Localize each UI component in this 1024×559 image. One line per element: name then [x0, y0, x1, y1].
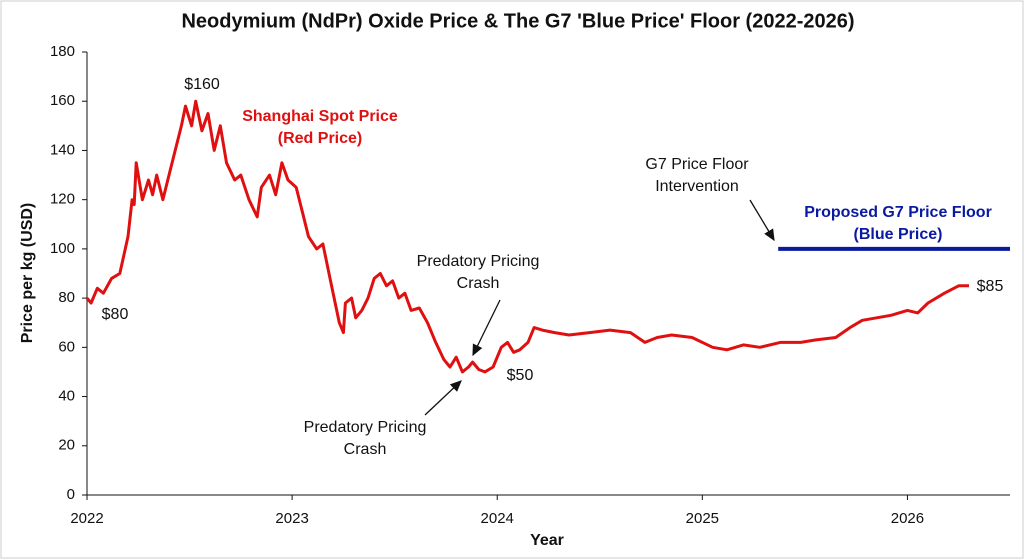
y-tick-label: 180	[50, 43, 75, 60]
annotation: (Red Price)	[278, 130, 362, 147]
arrow	[472, 299, 501, 357]
annotation: Intervention	[655, 178, 739, 195]
annotation: $160	[184, 76, 220, 93]
y-tick-label: 40	[58, 388, 75, 405]
annotation: Crash	[344, 441, 387, 458]
y-tick-label: 140	[50, 141, 75, 158]
annotation: $80	[102, 306, 129, 323]
annotation: (Blue Price)	[854, 226, 943, 243]
annotation: $50	[507, 367, 534, 384]
y-tick-label: 80	[58, 289, 75, 306]
y-tick-label: 100	[50, 240, 75, 257]
y-tick-label: 160	[50, 92, 75, 109]
y-tick-label: 0	[67, 486, 75, 503]
arrow	[749, 199, 775, 242]
annotation: G7 Price Floor	[645, 156, 749, 173]
annotation: Crash	[457, 275, 500, 292]
y-tick-label: 60	[58, 338, 75, 355]
x-tick-label: 2025	[686, 510, 719, 527]
y-tick-label: 20	[58, 437, 75, 454]
y-tick-label: 120	[50, 191, 75, 208]
annotation: Predatory Pricing	[417, 253, 540, 270]
x-tick-label: 2026	[891, 510, 924, 527]
x-tick-label: 2024	[481, 510, 514, 527]
x-axis-label: Year	[530, 532, 564, 549]
arrow	[424, 380, 462, 416]
x-tick-label: 2023	[275, 510, 308, 527]
series-line	[85, 99, 969, 374]
annotation: Proposed G7 Price Floor	[804, 204, 992, 221]
chart-title: Neodymium (NdPr) Oxide Price & The G7 'B…	[181, 10, 854, 32]
x-tick-label: 2022	[70, 510, 103, 527]
annotation: Predatory Pricing	[304, 419, 427, 436]
annotation: $85	[977, 278, 1004, 295]
y-axis-label: Price per kg (USD)	[19, 203, 36, 343]
annotation: Shanghai Spot Price	[242, 108, 398, 125]
